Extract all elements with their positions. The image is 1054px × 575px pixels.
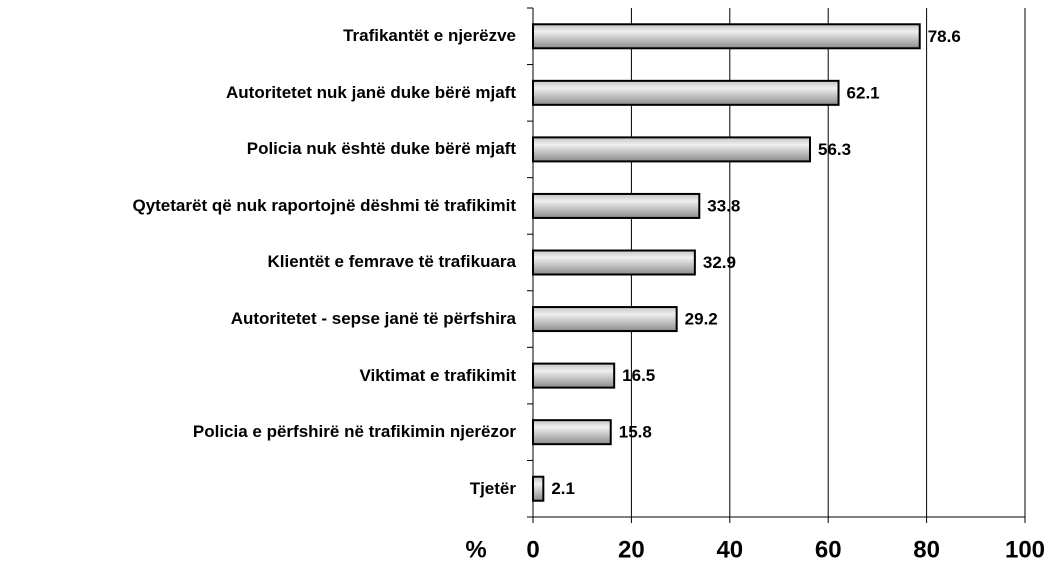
y-tick-label: Policia nuk është duke bërë mjaft xyxy=(246,139,516,159)
category-label-box: Policia e përfshirë në trafikimin njerëz… xyxy=(0,404,516,461)
value-label: 62.1 xyxy=(847,83,880,102)
y-tick-label: Klientët e femrave të trafikuara xyxy=(267,252,517,272)
y-tick-label: Tjetër xyxy=(469,478,516,498)
value-label: 15.8 xyxy=(619,423,652,442)
x-axis-label: % xyxy=(465,536,486,563)
category-label-box: Policia nuk është duke bërë mjaft xyxy=(0,121,516,178)
category-label-box: Qytetarët që nuk raportojnë dëshmi të tr… xyxy=(0,178,516,235)
category-label-box: Klientët e femrave të trafikuara xyxy=(0,234,517,291)
y-tick-label: Autoritetet nuk janë duke bërë mjaft xyxy=(226,82,516,102)
bar xyxy=(532,362,616,389)
value-label: 33.8 xyxy=(707,196,740,215)
category-label-box: Autoritetet nuk janë duke bërë mjaft xyxy=(0,65,516,122)
y-tick-label: Trafikantët e njerëzve xyxy=(343,26,516,46)
y-tick-label: Policia e përfshirë në trafikimin njerëz… xyxy=(192,422,516,442)
x-tick-label: 40 xyxy=(716,536,743,563)
value-label: 78.6 xyxy=(928,27,961,46)
category-label-box: Trafikantët e njerëzve xyxy=(0,8,516,65)
category-label-box: Viktimat e trafikimit xyxy=(0,347,516,404)
y-tick-label: Autoritetet - sepse janë të përfshira xyxy=(230,309,516,329)
x-tick-label: 0 xyxy=(526,536,539,563)
bar xyxy=(532,475,545,502)
bar xyxy=(532,192,701,219)
value-label: 56.3 xyxy=(818,140,851,159)
bar xyxy=(532,249,696,276)
value-label: 29.2 xyxy=(685,310,718,329)
x-tick-label: 20 xyxy=(618,536,645,563)
y-tick-label: Viktimat e trafikimit xyxy=(359,365,516,385)
y-tick-label: Qytetarët që nuk raportojnë dëshmi të tr… xyxy=(132,195,516,215)
bar xyxy=(532,136,811,163)
category-label-box: Autoritetet - sepse janë të përfshira xyxy=(0,291,516,348)
x-tick-label: 100 xyxy=(1005,536,1045,563)
x-tick-label: 80 xyxy=(913,536,940,563)
bar xyxy=(532,79,840,106)
bar xyxy=(532,306,678,333)
category-label-box: Tjetër xyxy=(0,460,516,517)
x-tick-label: 60 xyxy=(815,536,842,563)
bar xyxy=(532,23,921,50)
value-label: 16.5 xyxy=(622,366,655,385)
value-label: 2.1 xyxy=(551,479,575,498)
bar xyxy=(532,419,612,446)
value-label: 32.9 xyxy=(703,253,736,272)
